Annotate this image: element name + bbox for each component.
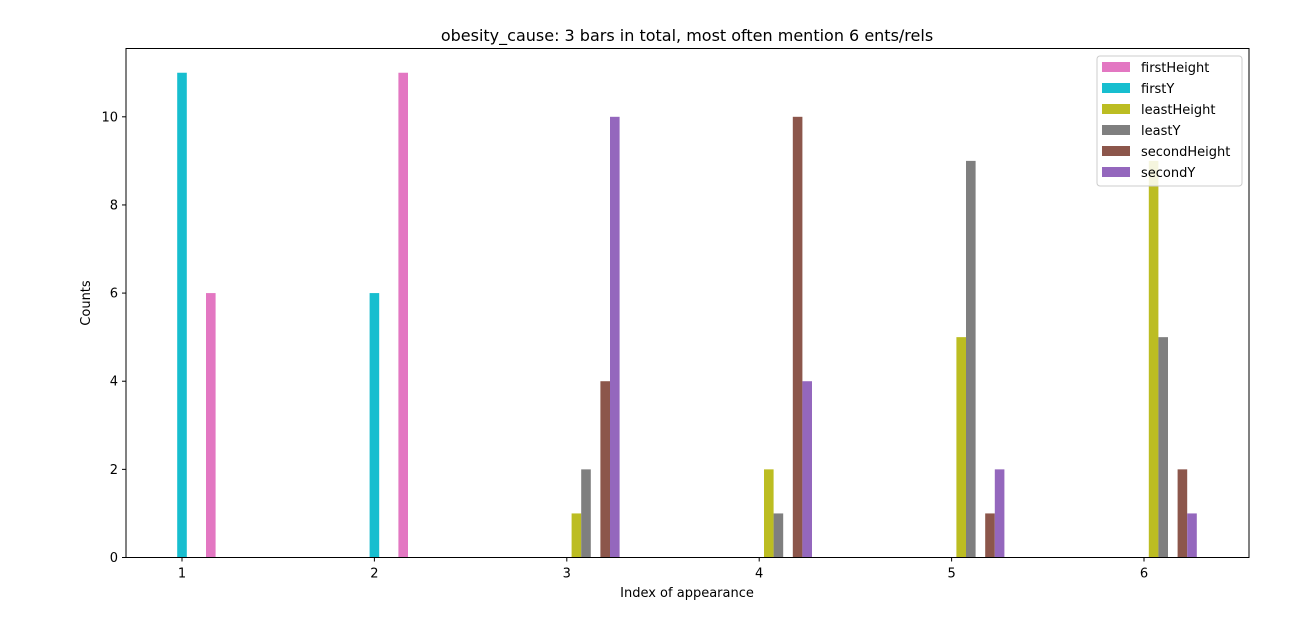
bar-firstY-2 [369,293,380,558]
x-tick-label-2: 2 [370,567,378,582]
bar-leastY-5 [966,160,976,558]
legend-label-leastY: leastY [1141,124,1180,139]
bar-leastHeight-5 [956,337,966,558]
legend-swatch-leastHeight [1102,104,1130,114]
x-tick-label-3: 3 [563,567,571,582]
bar-secondY-3 [610,116,620,558]
x-tick-label-1: 1 [178,567,186,582]
x-tick-label-6: 6 [1140,567,1148,582]
bar-secondHeight-6 [1177,469,1188,558]
bar-secondHeight-5 [985,513,995,558]
bar-secondHeight-3 [600,381,610,558]
bar-secondY-6 [1187,513,1197,558]
bar-leastY-6 [1158,337,1168,558]
legend-label-firstHeight: firstHeight [1141,61,1209,76]
legend-frame [1096,55,1243,187]
bar-secondHeight-4 [792,116,803,558]
y-axis: 0 2 4 6 8 10 [101,110,126,566]
y-tick-label-0: 0 [110,551,118,566]
y-tick-label-6: 6 [110,287,118,302]
bar-secondY-5 [994,469,1005,558]
y-tick-label-4: 4 [110,375,118,390]
legend-label-secondHeight: secondHeight [1141,145,1230,160]
y-axis-label: Counts [79,280,94,326]
legend-label-secondY: secondY [1141,166,1195,181]
bar-leastY-4 [773,513,784,558]
legend-label-leastHeight: leastHeight [1141,103,1215,118]
x-axis: 1 2 3 4 5 6 [178,557,1148,582]
y-tick-label-8: 8 [110,198,118,213]
bar-leastHeight-3 [571,513,582,558]
legend-swatch-firstY [1102,83,1130,93]
bar-firstHeight-2 [398,72,408,558]
legend-swatch-leastY [1102,125,1130,135]
x-tick-label-5: 5 [947,567,955,582]
bar-secondY-4 [802,381,812,558]
legend-swatch-firstHeight [1102,62,1130,72]
chart-title: obesity_cause: 3 bars in total, most oft… [441,26,933,46]
y-tick-label-10: 10 [101,110,118,125]
bar-leastY-3 [581,469,591,558]
legend-swatch-secondHeight [1102,146,1130,156]
x-tick-label-4: 4 [755,567,763,582]
x-axis-label: Index of appearance [620,586,754,601]
bar-firstY-1 [177,72,187,558]
legend: firstHeight firstY leastHeight leastY second… [1096,55,1243,187]
bar-firstHeight-1 [206,293,216,558]
bars-group [177,72,1197,558]
bar-leastHeight-6 [1148,160,1159,558]
bar-leastHeight-4 [764,469,774,558]
plot-frame [125,48,1250,558]
y-tick-label-2: 2 [110,463,118,478]
legend-label-firstY: firstY [1141,82,1174,97]
legend-swatch-secondY [1102,167,1130,177]
